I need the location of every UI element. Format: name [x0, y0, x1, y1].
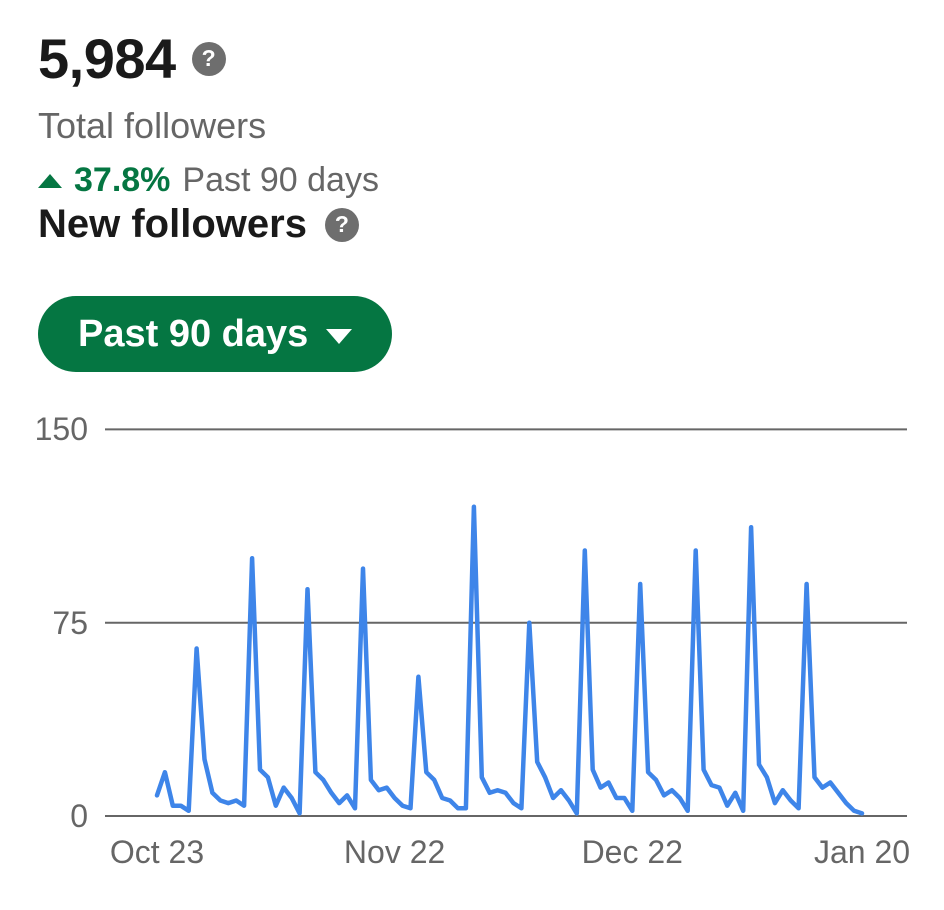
- y-axis-label: 0: [70, 798, 88, 834]
- help-icon[interactable]: ?: [191, 41, 226, 76]
- y-axis-label: 75: [52, 604, 88, 641]
- new-followers-line-series[interactable]: [154, 504, 865, 816]
- x-axis-label: Jan 20: [813, 834, 911, 870]
- time-range-dropdown-button[interactable]: Past 90 days: [38, 296, 393, 372]
- help-icon[interactable]: ?: [324, 207, 359, 242]
- time-range-label: Past 90 days: [78, 312, 309, 355]
- total-followers-stat: 5,984 ? Total followers 37.8% Past 90 da…: [38, 26, 379, 200]
- section-title: New followers: [38, 202, 307, 246]
- chevron-down-icon: [326, 328, 353, 344]
- x-axis-label: Nov 22: [343, 834, 446, 870]
- followers-change-row: 37.8% Past 90 days: [38, 161, 379, 200]
- new-followers-header: New followers ?: [38, 202, 359, 247]
- new-followers-chart: 0 75 150 Oct 23 Nov 22 Dec 22 Jan 20: [0, 390, 944, 890]
- x-axis-label: Dec 22: [581, 834, 683, 870]
- x-axis-label: Oct 23: [109, 834, 205, 870]
- total-followers-label: Total followers: [38, 105, 267, 146]
- change-percent: 37.8%: [74, 161, 171, 199]
- total-followers-value: 5,984: [38, 27, 176, 90]
- line-chart-canvas: [105, 428, 907, 817]
- change-period: Past 90 days: [182, 161, 379, 199]
- y-axis-label: 150: [34, 411, 88, 448]
- increase-triangle-icon: [38, 173, 62, 188]
